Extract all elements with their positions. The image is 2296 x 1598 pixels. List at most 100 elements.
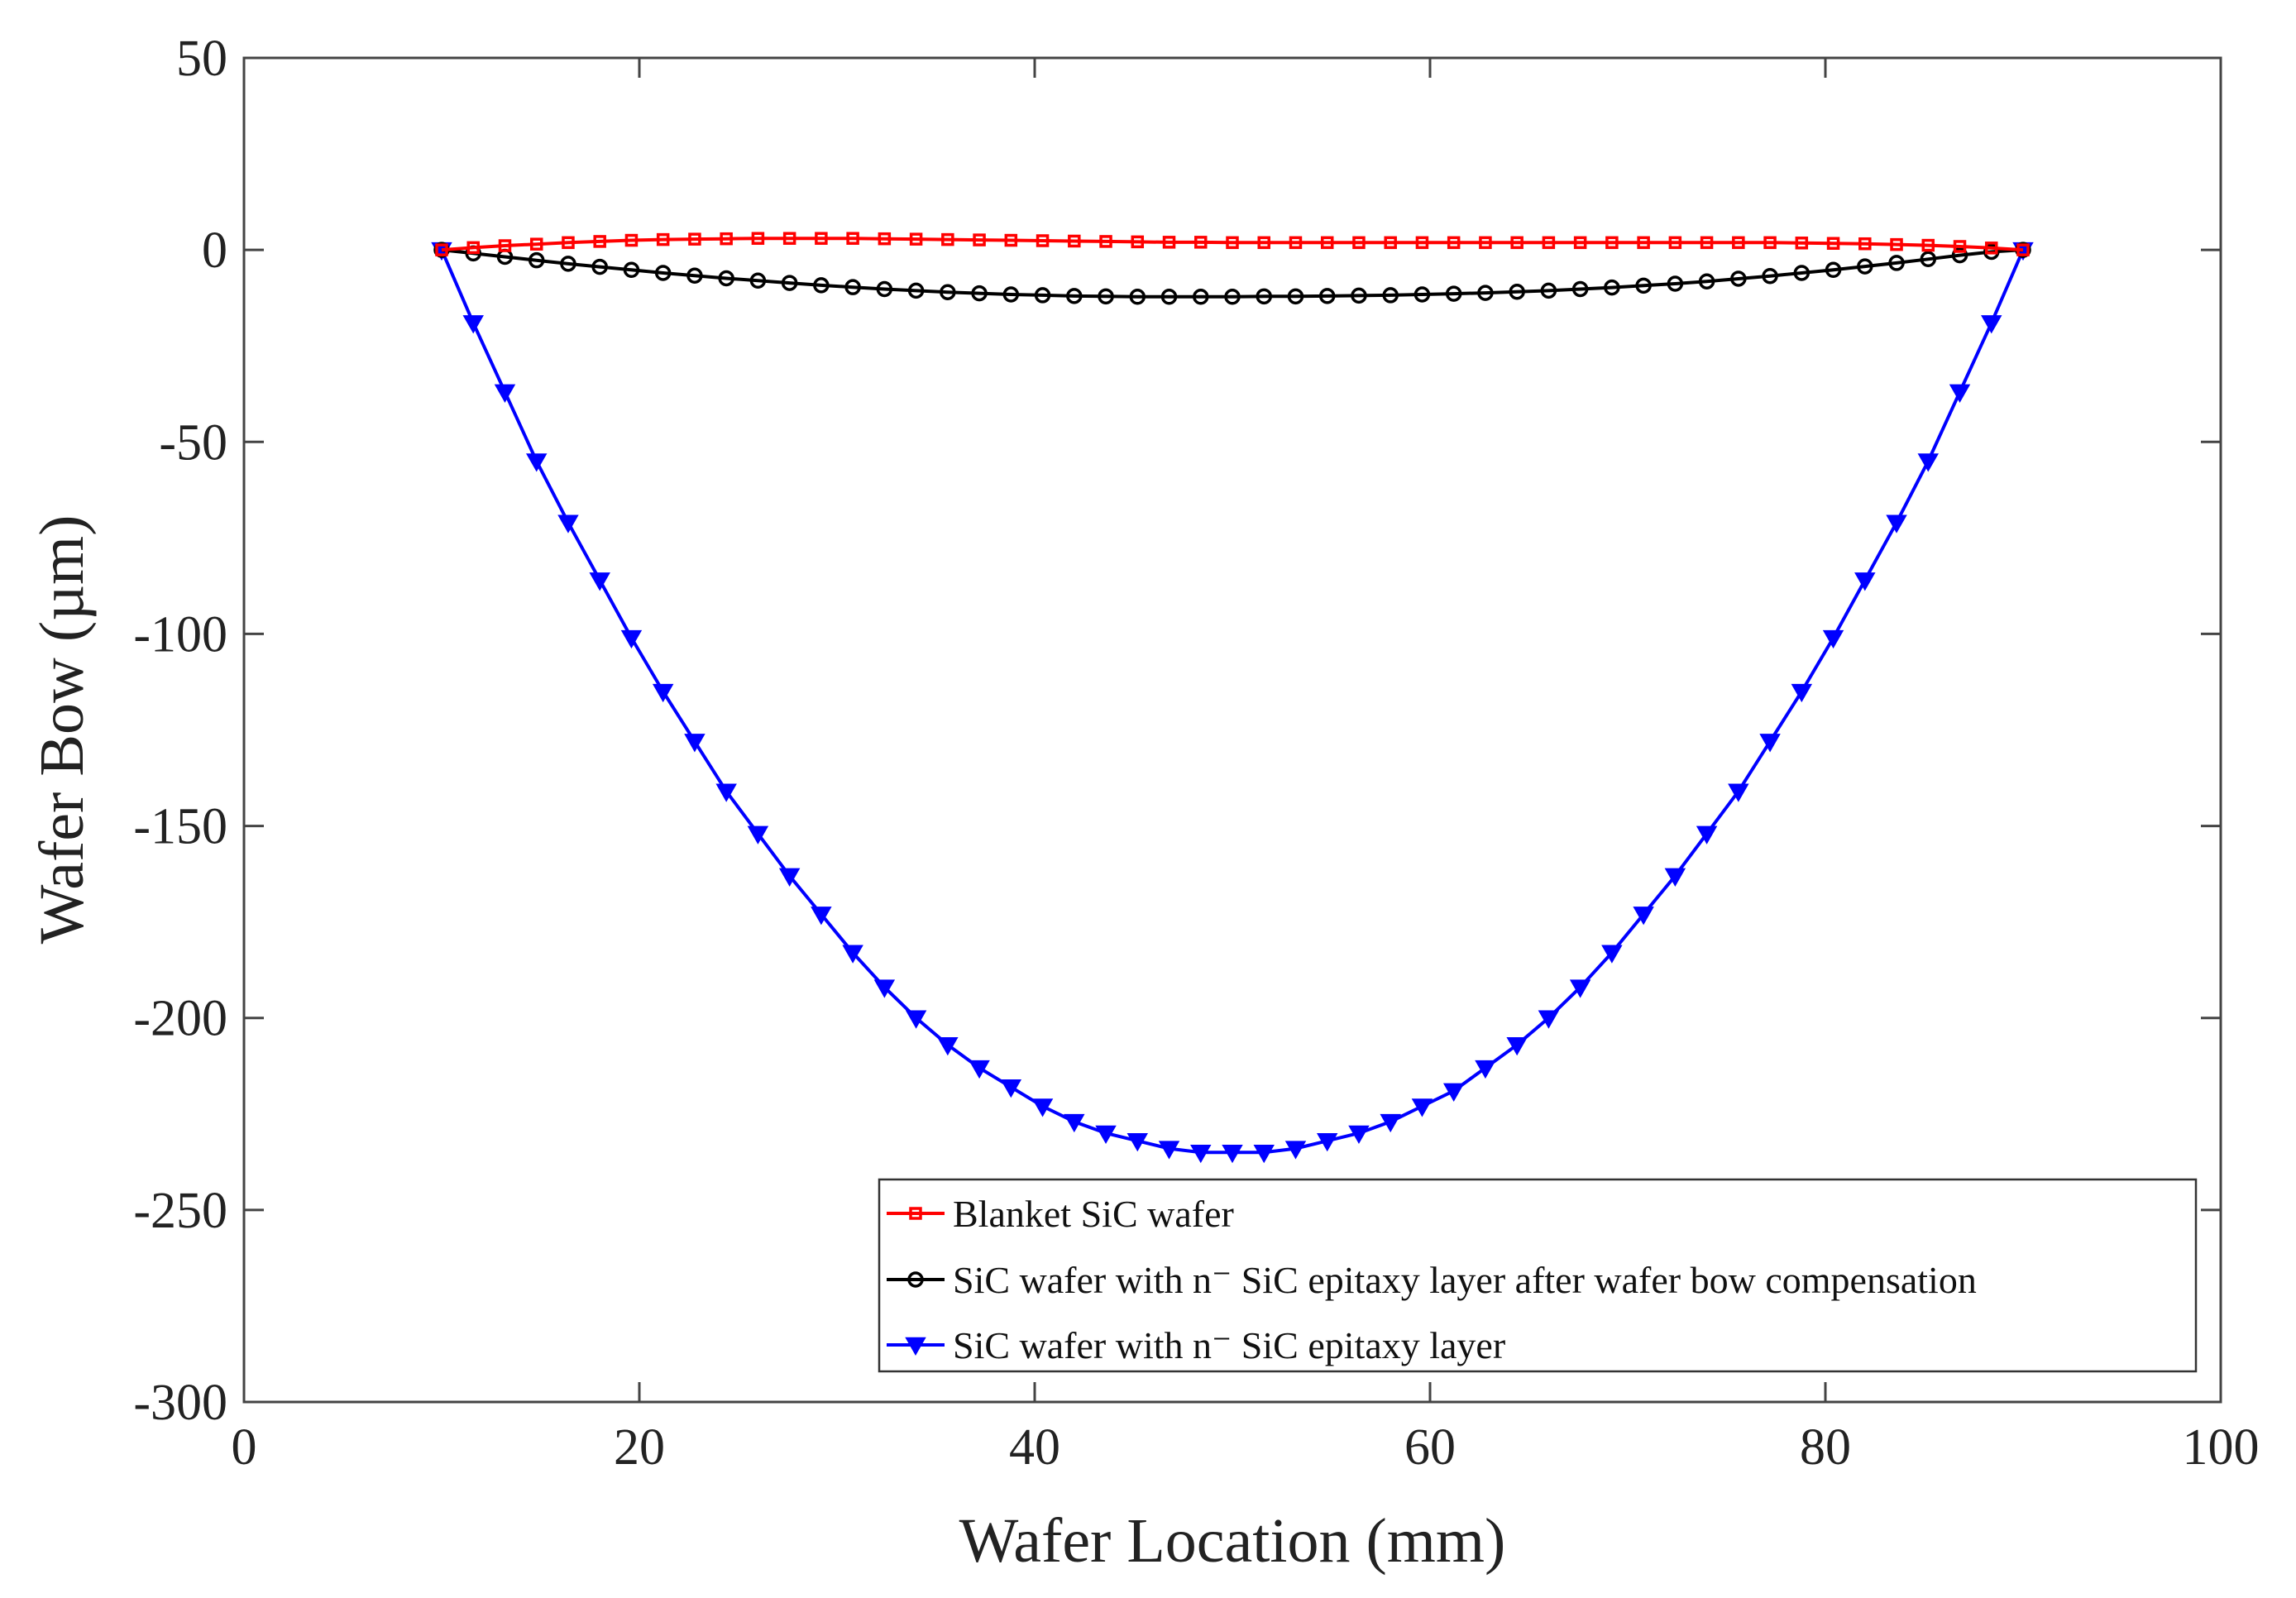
data-point — [686, 267, 703, 284]
data-point — [1190, 1144, 1212, 1164]
data-point — [1068, 234, 1081, 248]
data-point — [1825, 261, 1842, 279]
legend-item: SiC wafer with n⁻ SiC epitaxy layer — [887, 1324, 1505, 1366]
data-point — [462, 315, 484, 334]
series-3 — [431, 242, 2034, 1164]
y-tick-label: -300 — [133, 1375, 227, 1431]
data-point — [1316, 1133, 1338, 1152]
data-point — [1795, 237, 1809, 250]
data-point — [1034, 287, 1051, 304]
x-tick-label: 60 — [1404, 1419, 1456, 1476]
data-point — [973, 233, 986, 246]
series-layer — [431, 232, 2034, 1164]
data-point — [623, 261, 640, 279]
plot-area-frame — [242, 56, 2222, 1404]
data-point — [1445, 285, 1462, 302]
data-point — [435, 243, 448, 256]
data-point — [1442, 1083, 1465, 1102]
legend-label: Blanket SiC wafer — [953, 1193, 1234, 1235]
data-point — [1506, 1036, 1528, 1056]
data-point — [1696, 825, 1718, 844]
data-point — [747, 825, 769, 844]
y-tick-label: -150 — [133, 799, 227, 855]
data-point — [1000, 1079, 1022, 1098]
data-point — [1352, 236, 1366, 250]
data-point — [1822, 629, 1844, 649]
data-point — [1951, 246, 1968, 264]
data-point — [1509, 284, 1525, 300]
data-point — [1698, 273, 1715, 289]
data-point — [1858, 237, 1872, 251]
data-point — [1826, 237, 1840, 250]
data-point — [1700, 236, 1714, 250]
data-point — [1222, 1144, 1243, 1164]
x-axis: 0 20 40 60 80 100 — [232, 58, 2260, 1476]
data-point — [1854, 572, 1876, 591]
data-point — [1667, 275, 1684, 292]
data-point — [749, 272, 767, 289]
legend: Blanket SiC wafer SiC wafer with n⁻ SiC e… — [878, 1178, 2198, 1373]
data-point — [589, 572, 610, 591]
data-point — [873, 979, 896, 998]
data-point — [1793, 265, 1810, 281]
data-point — [1256, 288, 1272, 305]
data-point — [688, 232, 701, 246]
data-point — [1257, 236, 1270, 250]
data-point — [1981, 315, 2002, 334]
data-point — [1348, 1125, 1370, 1145]
data-point — [1411, 1098, 1433, 1117]
y-tick-label: -200 — [133, 991, 227, 1047]
data-point — [1540, 282, 1557, 299]
data-point — [718, 270, 734, 287]
data-point — [778, 868, 801, 887]
data-point — [1129, 289, 1146, 305]
data-point — [654, 265, 672, 281]
legend-item: SiC wafer with n⁻ SiC epitaxy layer afte… — [887, 1259, 1977, 1301]
x-tick-label: 100 — [2183, 1419, 2260, 1476]
data-point — [1763, 236, 1777, 250]
data-point — [1886, 514, 1907, 533]
y-tick-label: -250 — [133, 1183, 227, 1239]
data-point — [652, 683, 674, 703]
data-point — [876, 280, 893, 298]
data-point — [1099, 235, 1112, 248]
data-point — [1983, 243, 2000, 261]
data-point — [1162, 236, 1176, 249]
data-point — [1569, 979, 1591, 998]
legend-label: SiC wafer with n⁻ SiC epitaxy layer — [953, 1324, 1505, 1366]
data-point — [1732, 236, 1745, 250]
data-point — [1605, 236, 1619, 250]
data-point — [1571, 280, 1589, 298]
data-point — [815, 232, 828, 245]
data-point — [1601, 945, 1623, 964]
data-point — [620, 629, 643, 649]
data-point — [562, 236, 575, 250]
data-point — [494, 384, 516, 403]
data-point — [1890, 237, 1903, 251]
data-point — [1538, 1010, 1560, 1029]
data-point — [1382, 287, 1399, 304]
data-point — [1447, 236, 1461, 250]
x-tick-label: 20 — [614, 1419, 665, 1476]
data-point — [1479, 236, 1492, 250]
data-point — [1635, 277, 1652, 294]
data-point — [781, 275, 798, 291]
series-line — [441, 248, 2024, 299]
x-tick-label: 80 — [1800, 1419, 1851, 1476]
data-point — [1384, 236, 1397, 250]
data-point — [1573, 236, 1587, 250]
data-point — [1284, 1141, 1307, 1160]
data-point — [1095, 1125, 1117, 1145]
data-point — [813, 277, 830, 294]
data-point — [1064, 1113, 1085, 1133]
data-point — [1985, 242, 1998, 255]
data-point — [1224, 289, 1241, 305]
data-point — [1633, 907, 1654, 926]
data-point — [909, 232, 923, 246]
y-tick-label: 50 — [176, 31, 227, 87]
data-point — [940, 284, 956, 300]
series-line — [441, 237, 2024, 252]
data-point — [969, 1060, 990, 1079]
data-point — [1510, 236, 1523, 250]
